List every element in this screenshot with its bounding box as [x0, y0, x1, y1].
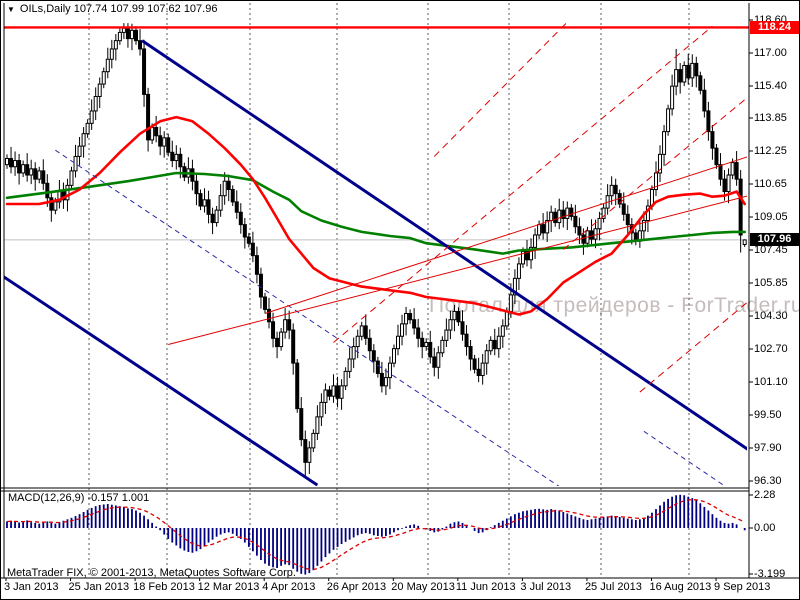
macd-indicator	[6, 494, 746, 575]
price-axis-label: 105.85	[754, 277, 788, 289]
price-axis-label: 112.25	[754, 145, 787, 157]
watermark: Портал для трейдеров - ForTrader.ru	[429, 294, 800, 317]
ascending-dashed-upper	[433, 21, 568, 157]
time-axis-label: 18 Feb 2013	[133, 581, 195, 593]
price-axis-label: 110.65	[754, 178, 787, 190]
time-axis-label: 9 Sep 2013	[714, 581, 771, 593]
macd-axis-label: -3.199	[754, 568, 786, 580]
price-axis-label: 96.30	[754, 475, 782, 487]
price-axis-label: 115.40	[754, 80, 787, 92]
time-axis-label: 26 Apr 2013	[326, 581, 387, 593]
time-axis-label: 3 Jan 2013	[4, 581, 59, 593]
macd-axis-label: 0.00	[754, 522, 776, 534]
resistance-price-tag: 118.24	[750, 21, 799, 34]
descending-channel-upper	[141, 39, 747, 451]
ascending-channel-upper	[264, 156, 747, 314]
chart-title-ohlc: OILs,Daily 107.74 107.99 107.62 107.96	[19, 3, 218, 15]
time-axis-label: 25 Jul 2013	[584, 581, 642, 593]
ma-fast-red	[5, 115, 746, 316]
current-price-tag: 107.96	[750, 233, 799, 246]
month-gridlines	[88, 3, 690, 578]
price-axis-label: 102.70	[754, 343, 788, 355]
indicator-label: MACD(12,26,9) -0.157 1.001	[8, 492, 150, 504]
descending-channel-mid-dashed	[55, 149, 560, 486]
copyright-text: MetaTrader FIX, © 2001-2013, MetaQuotes …	[7, 567, 296, 579]
candlesticks	[5, 23, 747, 478]
price-axis-label: 101.10	[754, 376, 788, 388]
ma-slow-green	[5, 171, 746, 255]
ascending-channel-lower	[168, 195, 747, 346]
descending-channel-lower	[4, 275, 319, 486]
price-axis-label: 109.05	[754, 211, 788, 223]
symbol-dropdown-icon[interactable]: ▼	[7, 4, 15, 14]
macd-axis-label: 2.28	[754, 489, 776, 501]
time-axis-label: 3 Jul 2013	[520, 581, 572, 593]
ascending-dashed-right	[562, 97, 747, 250]
descending-dashed-right	[643, 430, 726, 486]
time-axis-label: 16 Aug 2013	[649, 581, 712, 593]
time-axis-label: 12 Mar 2013	[197, 581, 260, 593]
price-axis-label: 113.85	[754, 112, 787, 124]
price-axis-label: 97.90	[754, 442, 782, 454]
trendlines[interactable]	[3, 21, 749, 491]
time-axis-label: 25 Jan 2013	[68, 581, 130, 593]
price-axis-label: 99.50	[754, 409, 782, 421]
price-axis-label: 117.00	[754, 47, 787, 59]
chart-title-bar: ▼ OILs,Daily 107.74 107.99 107.62 107.96	[7, 3, 217, 15]
macd-signal-line	[6, 498, 745, 571]
time-axis-label: 11 Jun 2013	[455, 581, 516, 593]
ascending-dashed-long	[333, 25, 713, 343]
time-axis-label: 4 Apr 2013	[262, 581, 316, 593]
time-axis-label: 20 May 2013	[391, 581, 455, 593]
ascending-dashed-low-right	[639, 301, 747, 393]
price-axis-label: 104.30	[754, 310, 788, 322]
price-axis-label: 107.45	[754, 244, 788, 256]
